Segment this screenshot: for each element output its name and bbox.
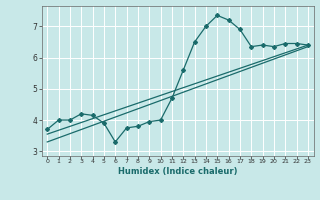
X-axis label: Humidex (Indice chaleur): Humidex (Indice chaleur) — [118, 167, 237, 176]
